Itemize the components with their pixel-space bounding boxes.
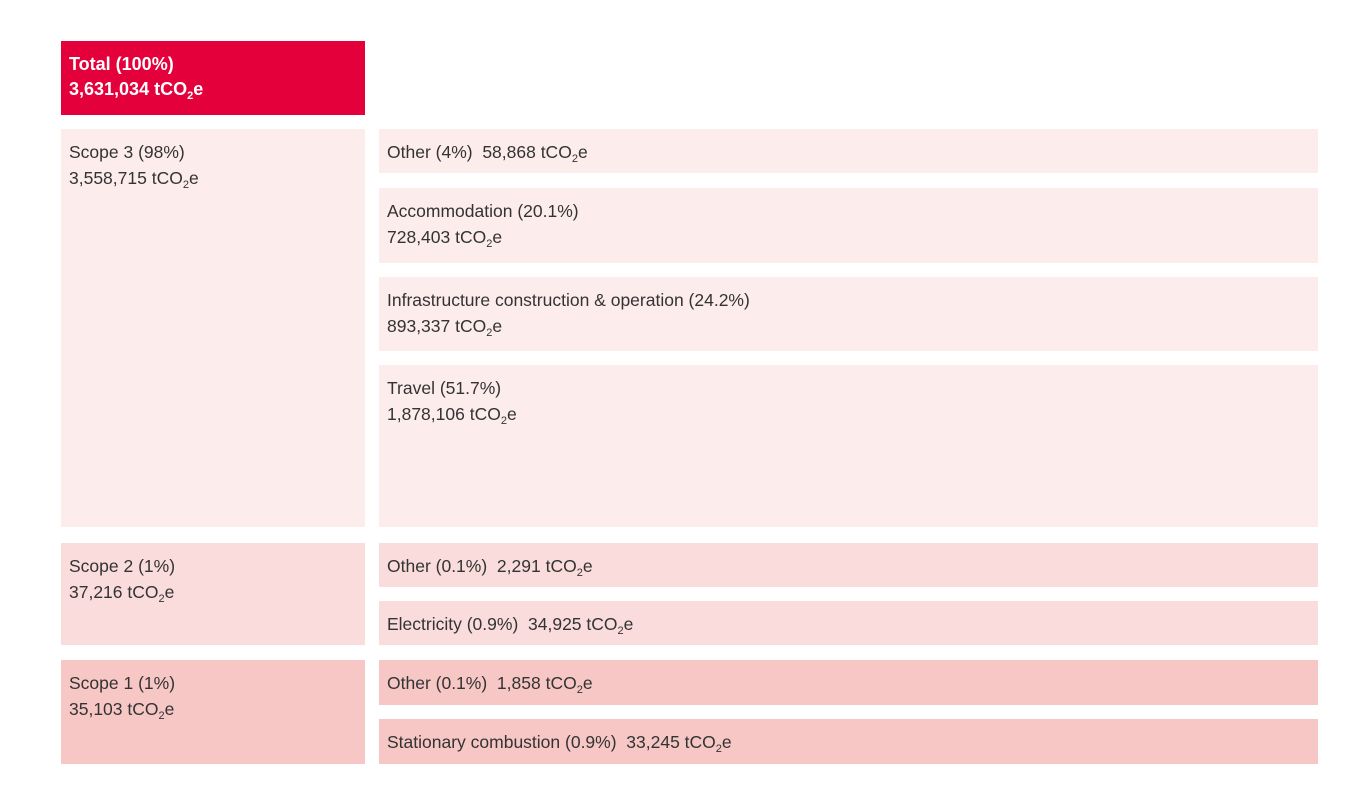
scope1-stationary-text: Stationary combustion (0.9%) 33,245 tCO2… xyxy=(387,732,732,755)
infrastructure-label: Infrastructure construction & operation … xyxy=(387,290,750,310)
travel-value: 1,878,106 tCO2e xyxy=(387,404,517,427)
scope3-value: 3,558,715 tCO2e xyxy=(69,168,199,191)
scope3-travel-box: Travel (51.7%) 1,878,106 tCO2e xyxy=(379,365,1318,527)
scope1-value: 35,103 tCO2e xyxy=(69,699,175,722)
scope2-electricity-box: Electricity (0.9%) 34,925 tCO2e xyxy=(379,601,1318,645)
accommodation-value: 728,403 tCO2e xyxy=(387,227,503,250)
accommodation-label: Accommodation (20.1%) xyxy=(387,201,579,221)
total-label: Total (100%) xyxy=(69,54,174,74)
scope3-box: Scope 3 (98%) 3,558,715 tCO2e xyxy=(61,129,365,527)
scope2-other-box: Other (0.1%) 2,291 tCO2e xyxy=(379,543,1318,587)
total-box: Total (100%) 3,631,034 tCO2e xyxy=(61,41,365,115)
travel-label: Travel (51.7%) xyxy=(387,378,502,398)
scope3-accommodation-box: Accommodation (20.1%) 728,403 tCO2e xyxy=(379,188,1318,263)
scope2-value: 37,216 tCO2e xyxy=(69,582,175,605)
scope1-box: Scope 1 (1%) 35,103 tCO2e xyxy=(61,660,365,764)
scope2-other-text: Other (0.1%) 2,291 tCO2e xyxy=(387,556,593,579)
scope1-other-text: Other (0.1%) 1,858 tCO2e xyxy=(387,673,593,696)
scope1-label: Scope 1 (1%) xyxy=(69,673,176,693)
scope3-label: Scope 3 (98%) xyxy=(69,142,185,162)
scope1-other-box: Other (0.1%) 1,858 tCO2e xyxy=(379,660,1318,705)
scope1-stationary-box: Stationary combustion (0.9%) 33,245 tCO2… xyxy=(379,719,1318,764)
total-value: 3,631,034 tCO2e xyxy=(69,79,204,102)
scope3-other-box: Other (4%) 58,868 tCO2e xyxy=(379,129,1318,173)
infrastructure-value: 893,337 tCO2e xyxy=(387,316,503,339)
scope3-infrastructure-box: Infrastructure construction & operation … xyxy=(379,277,1318,351)
scope2-label: Scope 2 (1%) xyxy=(69,556,176,576)
scope2-box: Scope 2 (1%) 37,216 tCO2e xyxy=(61,543,365,645)
scope2-electricity-text: Electricity (0.9%) 34,925 tCO2e xyxy=(387,614,634,637)
scope3-other-text: Other (4%) 58,868 tCO2e xyxy=(387,142,588,165)
